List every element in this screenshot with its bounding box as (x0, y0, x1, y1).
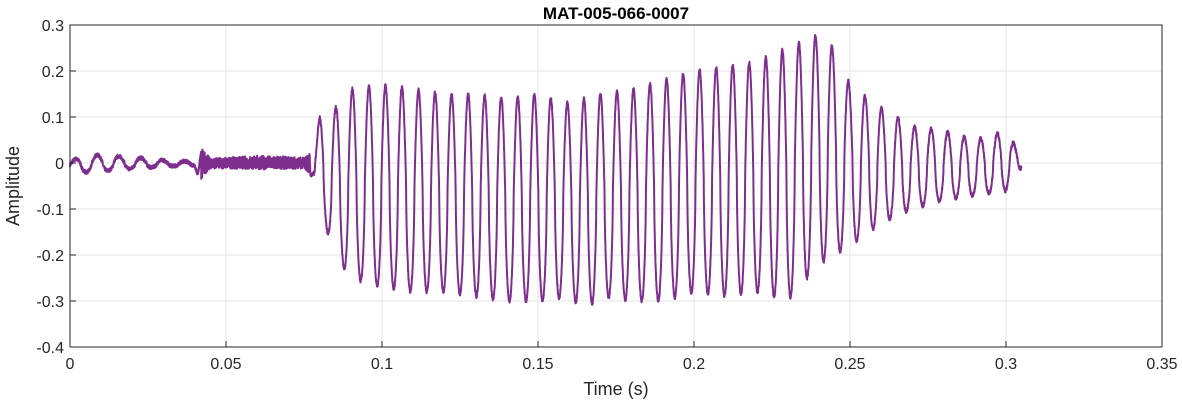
grid (69, 24, 1163, 348)
x-axis-label: Time (s) (583, 379, 648, 399)
y-tick-label: -0.2 (36, 248, 64, 265)
y-tick-label: -0.3 (36, 294, 64, 311)
x-tick-label: 0.05 (210, 356, 241, 373)
x-tick-label: 0 (66, 356, 75, 373)
x-ticks: 0 0.05 0.1 0.15 0.2 0.25 0.3 0.35 (66, 341, 1178, 373)
y-tick-label: 0.2 (42, 64, 64, 81)
y-axis-label: Amplitude (3, 146, 23, 226)
y-tick-label: -0.4 (36, 340, 64, 357)
plot-area (70, 25, 1162, 347)
y-tick-label: 0 (55, 156, 64, 173)
chart-title: MAT-005-066-0007 (543, 4, 689, 23)
x-tick-label: 0.3 (995, 356, 1017, 373)
x-tick-label: 0.1 (371, 356, 393, 373)
amplitude-series (69, 34, 1023, 306)
y-tick-label: -0.1 (36, 202, 64, 219)
plot-frame (69, 24, 1163, 348)
x-tick-label: 0.2 (683, 356, 705, 373)
x-tick-label: 0.35 (1146, 356, 1177, 373)
x-tick-label: 0.25 (834, 356, 865, 373)
y-tick-label: 0.1 (42, 110, 64, 127)
y-tick-label: 0.3 (42, 18, 64, 35)
x-tick-label: 0.15 (522, 356, 553, 373)
y-ticks: -0.4 -0.3 -0.2 -0.1 0 0.1 0.2 0.3 (36, 18, 76, 357)
